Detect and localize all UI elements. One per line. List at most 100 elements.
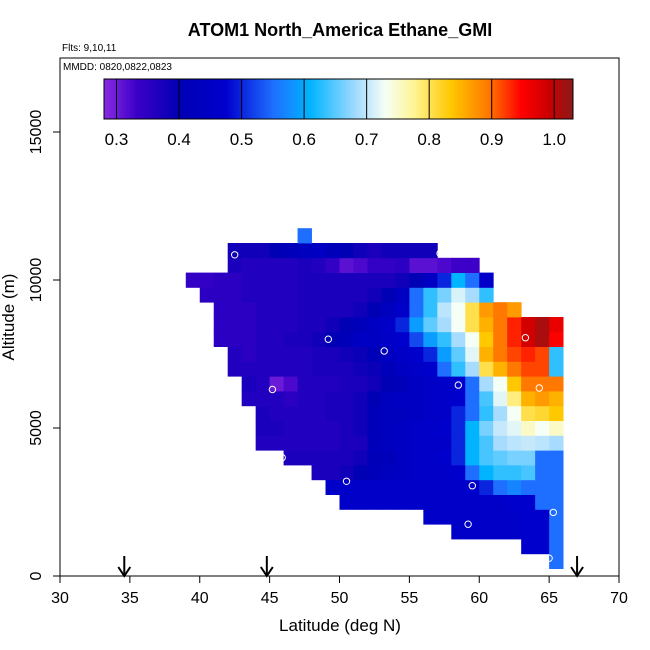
heatmap-cell: [479, 465, 494, 481]
sample-point: [380, 347, 388, 355]
colorbar-tick-label: 0.4: [167, 130, 191, 149]
heatmap-cell: [339, 346, 354, 362]
sample-point: [300, 220, 309, 228]
heatmap-cell: [395, 494, 410, 510]
heatmap-cell: [465, 376, 480, 392]
heatmap-cell: [269, 435, 285, 451]
heatmap-cell: [381, 405, 396, 421]
heatmap-cell: [507, 465, 522, 481]
heatmap-cell: [269, 361, 285, 377]
colorbar-tick-label: 0.5: [230, 130, 254, 149]
heatmap-cell: [409, 450, 424, 466]
heatmap-cell: [339, 331, 354, 347]
heatmap-cell: [521, 346, 536, 362]
heatmap-cell: [507, 509, 522, 525]
heatmap-cell: [395, 420, 410, 436]
heatmap-cell: [325, 376, 340, 392]
heatmap-cell: [269, 272, 285, 288]
heatmap-cell: [423, 361, 438, 377]
heatmap-cell: [549, 479, 564, 495]
heatmap-cell: [409, 302, 424, 318]
colorbar-tick-label: 0.6: [292, 130, 316, 149]
heatmap-cell: [353, 317, 368, 333]
heatmap-cell: [521, 376, 536, 392]
heatmap-cell: [325, 450, 340, 466]
sample-point: [464, 520, 472, 528]
heatmap-cell: [521, 361, 536, 377]
heatmap-cell: [269, 317, 285, 333]
heatmap-cell: [437, 317, 452, 333]
heatmap-cell: [283, 302, 298, 318]
y-tick-label: 10000: [28, 258, 45, 303]
heatmap-cell: [451, 302, 466, 318]
heatmap-cell: [311, 243, 326, 259]
heatmap-cell: [367, 302, 382, 318]
heatmap-cell: [479, 420, 494, 436]
heatmap-cell: [409, 494, 424, 510]
heatmap-cell: [479, 524, 494, 540]
heatmap-cell: [549, 346, 564, 362]
heatmap-cell: [493, 435, 508, 451]
heatmap-cell: [535, 376, 550, 392]
heatmap-cell: [255, 361, 271, 377]
heatmap-cell: [521, 465, 536, 481]
y-tick-label: 5000: [28, 410, 45, 446]
colorbar-tick-label: 0.9: [480, 130, 504, 149]
heatmap-cell: [535, 317, 550, 333]
heatmap-cell: [493, 391, 508, 407]
heatmap-cell: [451, 257, 466, 273]
heatmap-cell: [255, 391, 271, 407]
heatmap-cell: [507, 346, 522, 362]
heatmap-cell: [367, 450, 382, 466]
heatmap-cell: [423, 509, 438, 525]
heatmap-cell: [437, 287, 452, 303]
flight-arrows: [117, 556, 584, 578]
heatmap-cell: [535, 494, 550, 510]
heatmap-cell: [465, 524, 480, 540]
heatmap-cell: [227, 331, 243, 347]
heatmap-cell: [437, 331, 452, 347]
heatmap-cell: [325, 361, 340, 377]
heatmap-cell: [269, 243, 285, 259]
heatmap-cell: [241, 331, 257, 347]
colorbar-tick-label: 0.3: [105, 130, 129, 149]
heatmap-cell: [297, 243, 312, 259]
heatmap-cell: [409, 376, 424, 392]
heatmap-cell: [311, 361, 326, 377]
heatmap-cell: [493, 361, 508, 377]
heatmap-cell: [325, 465, 340, 481]
heatmap-cell: [381, 257, 396, 273]
heatmap-cell: [493, 420, 508, 436]
heatmap-cell: [241, 257, 257, 273]
heatmap-cell: [479, 494, 494, 510]
heatmap-cell: [325, 287, 340, 303]
heatmap-cell: [493, 317, 508, 333]
heatmap-cell: [353, 287, 368, 303]
heatmap-cell: [479, 361, 494, 377]
heatmap-cell: [339, 450, 354, 466]
heatmap-cell: [269, 331, 285, 347]
heatmap-cell: [185, 272, 201, 288]
heatmap-cell: [409, 272, 424, 288]
heatmap-cell: [241, 317, 257, 333]
heatmap-cell: [381, 272, 396, 288]
heatmap-cell: [339, 494, 354, 510]
heatmap-cell: [367, 391, 382, 407]
heatmap-cell: [521, 524, 536, 540]
heatmap-cell: [311, 465, 326, 481]
heatmap-cell: [493, 494, 508, 510]
heatmap-cell: [353, 272, 368, 288]
heatmap-cell: [297, 272, 312, 288]
heatmap-cell: [381, 361, 396, 377]
heatmap-cell: [451, 494, 466, 510]
heatmap-cell: [339, 361, 354, 377]
heatmap-cell: [479, 302, 494, 318]
heatmap-cell: [311, 346, 326, 362]
heatmap-cell: [451, 361, 466, 377]
x-tick-label: 40: [191, 590, 209, 607]
heatmap-cell: [297, 435, 312, 451]
sample-point: [436, 249, 444, 258]
heatmap-cell: [437, 346, 452, 362]
heatmap-cell: [409, 465, 424, 481]
heatmap-cell: [269, 420, 285, 436]
